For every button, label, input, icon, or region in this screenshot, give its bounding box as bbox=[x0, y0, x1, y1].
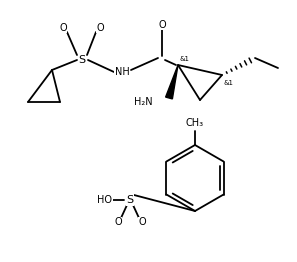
Text: S: S bbox=[78, 55, 86, 65]
Text: H₂N: H₂N bbox=[134, 97, 153, 107]
Text: &1: &1 bbox=[180, 56, 190, 62]
Text: NH: NH bbox=[115, 67, 129, 77]
Text: HO: HO bbox=[97, 195, 113, 205]
Text: S: S bbox=[127, 195, 134, 205]
Text: &1: &1 bbox=[223, 80, 233, 86]
Text: O: O bbox=[158, 20, 166, 30]
Text: CH₃: CH₃ bbox=[186, 118, 204, 128]
Polygon shape bbox=[166, 65, 178, 99]
Text: O: O bbox=[114, 217, 122, 227]
Text: O: O bbox=[138, 217, 146, 227]
Text: O: O bbox=[59, 23, 67, 33]
Text: O: O bbox=[96, 23, 104, 33]
